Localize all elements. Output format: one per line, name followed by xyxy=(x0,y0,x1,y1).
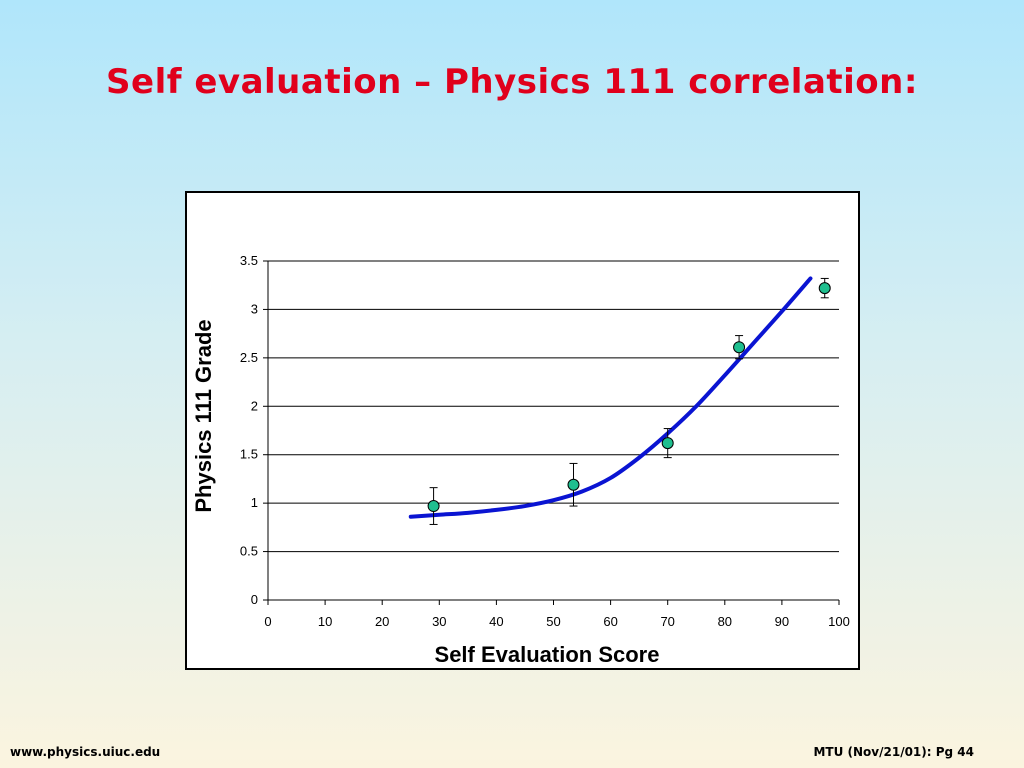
data-point xyxy=(567,478,580,491)
y-tick-label: 2.5 xyxy=(240,350,258,365)
axis-layer xyxy=(267,261,839,601)
y-tick-label: 0 xyxy=(251,592,258,607)
x-tick-label: 40 xyxy=(489,614,503,629)
x-tick-label: 80 xyxy=(718,614,732,629)
x-tick-label: 90 xyxy=(775,614,789,629)
y-tick-label: 3.5 xyxy=(240,253,258,268)
data-point xyxy=(661,437,674,450)
x-tick-label: 10 xyxy=(318,614,332,629)
x-tick-label: 30 xyxy=(432,614,446,629)
footer-page-info: MTU (Nov/21/01): Pg 44 xyxy=(813,745,974,759)
slide-title: Self evaluation – Physics 111 correlatio… xyxy=(106,62,918,102)
y-tick-label: 2 xyxy=(251,398,258,413)
y-tick-label: 1 xyxy=(251,495,258,510)
y-tick-label: 0.5 xyxy=(240,544,258,559)
x-axis-label: Self Evaluation Score xyxy=(435,642,660,667)
chart-frame: 0 0.5 1 1.5 2 2.5 3 3.5 0 10 20 30 40 50 60 70 80 90 100 S… xyxy=(185,191,860,670)
x-tick-label: 0 xyxy=(264,614,271,629)
y-axis-label: Physics 111 Grade xyxy=(191,319,216,512)
points-layer xyxy=(427,277,831,525)
curve-layer xyxy=(408,276,813,519)
data-point xyxy=(427,500,440,513)
x-tick-label: 70 xyxy=(660,614,674,629)
y-tick-label: 1.5 xyxy=(240,447,258,462)
x-tick-label: 50 xyxy=(546,614,560,629)
y-tick-label: 3 xyxy=(251,301,258,316)
footer-url: www.physics.uiuc.edu xyxy=(10,745,161,759)
grid-layer xyxy=(268,260,839,601)
x-tick-label: 100 xyxy=(828,614,850,629)
x-tick-label: 60 xyxy=(603,614,617,629)
data-point xyxy=(733,341,746,354)
x-tick-label: 20 xyxy=(375,614,389,629)
chart: 0 0.5 1 1.5 2 2.5 3 3.5 0 10 20 30 40 50 60 70 80 90 100 S… xyxy=(191,253,850,667)
fit-curve xyxy=(408,276,813,519)
ticks-layer: 0 0.5 1 1.5 2 2.5 3 3.5 0 10 20 30 40 50 60 70 80 90 100 xyxy=(240,253,850,629)
data-point xyxy=(818,282,831,295)
